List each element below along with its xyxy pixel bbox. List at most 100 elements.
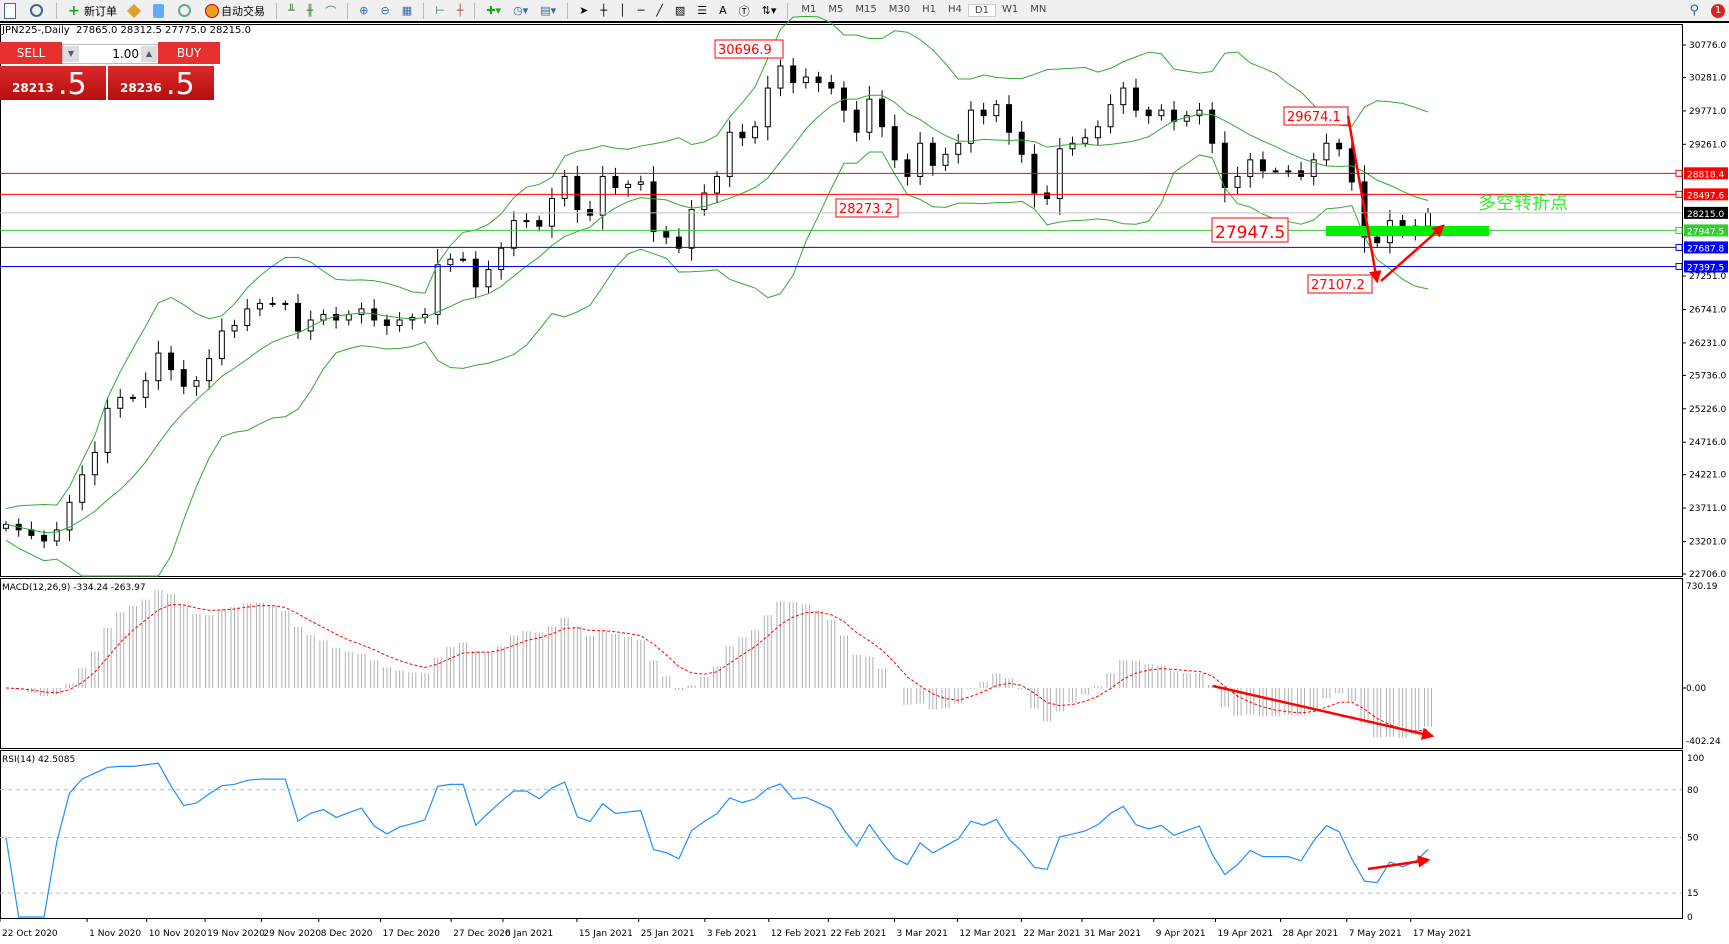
timeframe-h4[interactable]: H4 bbox=[948, 4, 962, 15]
horizontal-line-tool[interactable]: ─ bbox=[634, 1, 649, 21]
bull-candle-body bbox=[142, 380, 149, 398]
price-tick-label: 24716.0 bbox=[1689, 438, 1726, 448]
timeframe-d1[interactable]: D1 bbox=[967, 4, 996, 17]
candle bbox=[599, 166, 606, 230]
text-label-tool[interactable]: Ⓣ bbox=[735, 1, 754, 21]
line-chart-button[interactable]: ⌒ bbox=[321, 1, 340, 21]
bull-candle-body bbox=[1310, 159, 1317, 177]
arrows-tool[interactable]: ⇅▾ bbox=[758, 1, 781, 21]
price-tick-label: 25736.0 bbox=[1689, 371, 1726, 381]
indicators-button[interactable]: ✚▾ bbox=[482, 1, 505, 21]
sell-button[interactable]: SELL bbox=[0, 42, 62, 64]
rsi-line bbox=[5, 762, 1429, 918]
tile-windows-button[interactable]: ▦ bbox=[398, 1, 416, 21]
price-tag-label: 28818.4 bbox=[1687, 170, 1724, 180]
timeframe-w1[interactable]: W1 bbox=[1001, 4, 1019, 15]
bull-candle-body bbox=[1196, 109, 1203, 117]
bull-candle-body bbox=[53, 529, 60, 542]
price-tick-label: 30281.0 bbox=[1689, 73, 1726, 83]
rsi-label: RSI(14) 42.5085 bbox=[2, 755, 75, 765]
zoom-out-button[interactable]: ⊖ bbox=[376, 1, 393, 21]
candle-chart-button[interactable]: ╫ bbox=[303, 1, 318, 21]
bull-candle-body bbox=[1272, 170, 1279, 173]
fibonacci-tool[interactable]: ☰ bbox=[693, 1, 711, 21]
buy-price-main: 28236 bbox=[120, 81, 162, 95]
periods-button[interactable]: ◷▾ bbox=[509, 1, 532, 21]
bear-candle-body bbox=[1132, 87, 1139, 111]
candle bbox=[637, 175, 644, 191]
zoom-in-button[interactable]: ⊕ bbox=[355, 1, 372, 21]
macd-signal-line bbox=[5, 604, 1429, 732]
bull-candle-body bbox=[714, 175, 720, 194]
bear-candle-body bbox=[650, 181, 657, 233]
timeframe-m15[interactable]: M15 bbox=[855, 4, 877, 15]
candle bbox=[1132, 78, 1139, 118]
candle bbox=[333, 306, 340, 329]
price-tick-label: 23711.0 bbox=[1689, 504, 1726, 514]
text-tool[interactable]: A bbox=[715, 1, 731, 21]
timeframe-m30[interactable]: M30 bbox=[888, 4, 911, 15]
vertical-line-tool[interactable]: │ bbox=[615, 1, 630, 21]
rsi-axis-label: 50 bbox=[1687, 834, 1699, 844]
candle bbox=[726, 120, 733, 188]
crosshair-tool[interactable]: ┼ bbox=[596, 1, 611, 21]
date-tick-label: 1 Nov 2020 bbox=[89, 929, 141, 939]
timeframe-mn[interactable]: MN bbox=[1030, 4, 1047, 15]
bear-candle-body bbox=[1259, 159, 1266, 172]
bull-candle-body bbox=[993, 104, 1000, 117]
lot-size-stepper[interactable]: ▼ ▲ bbox=[62, 44, 160, 64]
zoom-window-button[interactable] bbox=[26, 1, 49, 21]
price-tag bbox=[1684, 188, 1728, 201]
date-tick-label: 28 Apr 2021 bbox=[1283, 929, 1339, 939]
timeframe-m5[interactable]: M5 bbox=[828, 4, 844, 15]
timeframe-h1[interactable]: H1 bbox=[922, 4, 936, 15]
lot-size-input[interactable] bbox=[79, 47, 141, 61]
channel-tool[interactable]: ▧ bbox=[671, 1, 689, 21]
candle bbox=[41, 530, 48, 549]
bull-candle-body bbox=[66, 501, 73, 531]
auto-scroll-button[interactable]: ⊢ bbox=[431, 1, 449, 21]
line-handle bbox=[1675, 243, 1683, 251]
text-label-icon: Ⓣ bbox=[738, 4, 750, 18]
template-icon: ▤▾ bbox=[540, 4, 557, 17]
candle bbox=[180, 360, 187, 395]
bull-candle-body bbox=[447, 258, 454, 266]
trendline-tool[interactable]: ╱ bbox=[652, 1, 667, 21]
notifications-button[interactable]: 1 bbox=[1707, 1, 1729, 21]
buy-button[interactable]: BUY bbox=[158, 42, 220, 64]
signals-button[interactable] bbox=[174, 1, 197, 21]
lot-increase-button[interactable]: ▲ bbox=[141, 46, 157, 62]
buy-price-button[interactable]: 28236 .5 bbox=[108, 66, 214, 102]
date-tick-label: 12 Mar 2021 bbox=[959, 929, 1016, 939]
cursor-tool[interactable]: ➤ bbox=[575, 1, 592, 21]
chart-shift-icon: ┼ bbox=[456, 4, 464, 17]
candle bbox=[764, 75, 771, 141]
bull-candle-body bbox=[1158, 109, 1165, 117]
search-button[interactable]: ⚲ bbox=[1685, 1, 1703, 21]
candle bbox=[117, 389, 124, 418]
lot-decrease-button[interactable]: ▼ bbox=[63, 46, 79, 62]
candle bbox=[1056, 138, 1063, 216]
sell-price-button[interactable]: 28213 .5 bbox=[0, 66, 106, 102]
bull-candle-body bbox=[625, 183, 632, 189]
new-order-button[interactable]: + 新订单 bbox=[64, 1, 121, 21]
bar-chart-button[interactable]: ╨ bbox=[284, 1, 299, 21]
candle bbox=[1069, 136, 1076, 156]
candle bbox=[91, 441, 98, 486]
candle bbox=[1348, 137, 1355, 191]
candle bbox=[853, 101, 860, 142]
candle bbox=[752, 120, 759, 144]
macd-pane bbox=[0, 578, 1683, 749]
candle bbox=[929, 137, 936, 176]
chart-shift-button[interactable]: ┼ bbox=[453, 1, 468, 21]
market-button[interactable] bbox=[149, 1, 170, 21]
templates-button[interactable]: ▤▾ bbox=[536, 1, 560, 21]
timeframe-m1[interactable]: M1 bbox=[801, 4, 817, 15]
auto-trading-button[interactable]: 自动交易 bbox=[201, 1, 269, 21]
horizontal-line-icon: ─ bbox=[637, 4, 645, 17]
new-chart-button[interactable] bbox=[0, 1, 22, 21]
price-annotation: 27947.5 bbox=[1215, 223, 1285, 243]
bear-candle-body bbox=[472, 258, 479, 288]
bull-candle-body bbox=[396, 319, 403, 326]
